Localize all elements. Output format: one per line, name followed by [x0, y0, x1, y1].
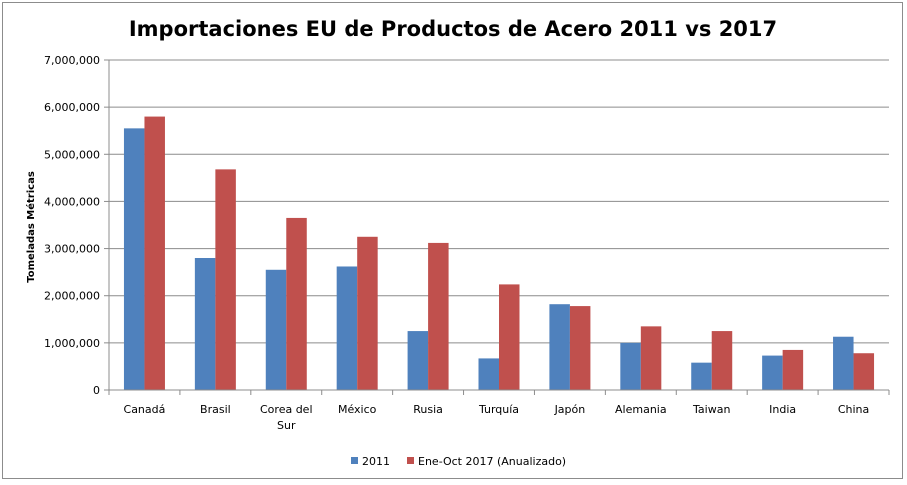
bar-chart: Importaciones EU de Productos de Acero 2… — [25, 17, 890, 468]
bar-2011-9 — [762, 355, 783, 390]
x-tick-label: Turquía — [478, 403, 519, 416]
bar-2017-3 — [357, 236, 378, 390]
legend-label-2011: 2011 — [362, 455, 390, 468]
y-tick-label: 2,000,000 — [44, 290, 100, 303]
legend-swatch-2011 — [351, 457, 358, 464]
y-tick-label: 6,000,000 — [44, 101, 100, 114]
y-axis-label: Tomeladas Métricas — [25, 171, 37, 283]
chart-title: Importaciones EU de Productos de Acero 2… — [129, 17, 777, 41]
x-tick-label: India — [769, 403, 796, 416]
y-tick-label: 5,000,000 — [44, 148, 100, 161]
y-tick-label: 0 — [93, 384, 100, 397]
x-tick-label: Taiwan — [692, 403, 730, 416]
bar-2011-2 — [265, 269, 287, 390]
gridlines — [109, 59, 889, 344]
x-tick-label: Canadá — [124, 403, 166, 416]
bar-2011-10 — [833, 336, 854, 390]
chart-frame: Importaciones EU de Productos de Acero 2… — [2, 2, 903, 479]
bar-2017-9 — [782, 349, 804, 390]
bar-2011-3 — [336, 266, 358, 390]
x-tick-label: Corea del Sur — [260, 403, 313, 432]
bar-2011-8 — [691, 362, 712, 390]
bar-2017-0 — [144, 116, 165, 391]
y-tick-label: 3,000,000 — [44, 243, 100, 256]
legend-swatch-2017 — [407, 457, 414, 464]
axes: 0 1,000,000 2,000,000 3,000,000 4,000,000 5,0… — [44, 54, 890, 432]
x-tick-label: Alemania — [615, 403, 667, 416]
x-tick-label: China — [838, 403, 869, 416]
bar-2017-5 — [499, 284, 520, 390]
bar-2011-5 — [478, 358, 499, 390]
bar-2017-7 — [640, 326, 662, 390]
bars — [123, 116, 875, 391]
x-tick-label: México — [338, 403, 377, 416]
bar-2011-7 — [620, 342, 641, 390]
y-tick-label: 7,000,000 — [44, 54, 100, 67]
bar-2011-4 — [407, 331, 429, 390]
x-tick-label: Japón — [554, 403, 586, 416]
x-tick-label: Brasil — [200, 403, 231, 416]
bar-2011-1 — [194, 258, 216, 390]
legend-label-2017: Ene-Oct 2017 (Anualizado) — [418, 455, 566, 468]
x-tick-label: Rusia — [413, 403, 443, 416]
legend: 2011 Ene-Oct 2017 (Anualizado) — [351, 455, 566, 468]
bar-2017-6 — [569, 306, 591, 390]
bar-2017-2 — [286, 217, 307, 390]
bar-2011-0 — [123, 128, 145, 390]
bar-2011-6 — [549, 304, 570, 390]
bar-2017-10 — [853, 353, 875, 390]
bar-2017-8 — [711, 331, 733, 390]
bar-2017-4 — [428, 242, 449, 390]
y-tick-label: 1,000,000 — [44, 337, 100, 350]
bar-2017-1 — [215, 169, 236, 390]
y-tick-label: 4,000,000 — [44, 195, 100, 208]
